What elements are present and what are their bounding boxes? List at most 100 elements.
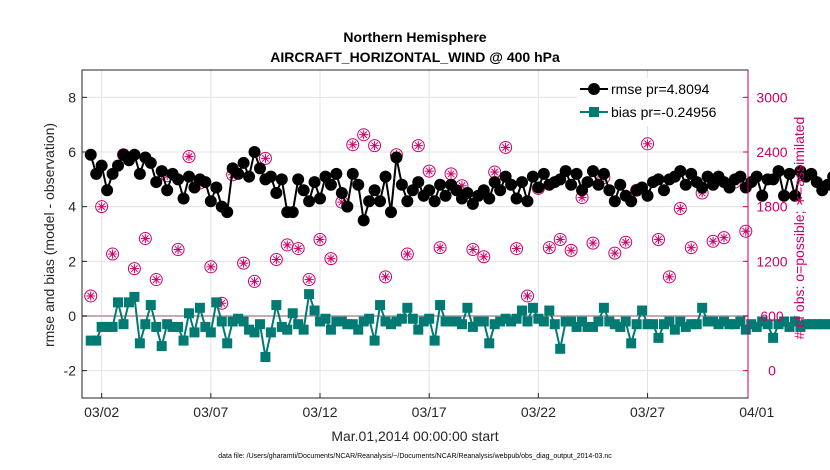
obs-marker [739,224,753,238]
obs-assimilated-marker [294,245,302,253]
bias-marker [593,316,604,327]
bias-marker [795,321,806,332]
obs-marker [520,289,534,303]
rmse-marker [532,181,545,194]
y-left-tick-label: 8 [68,89,76,105]
bias-marker [697,302,708,313]
bias-marker [691,319,702,330]
obs-assimilated-marker [261,154,269,162]
obs-possible-marker [619,235,633,249]
rmse-marker [565,178,578,191]
obs-marker [171,242,185,256]
bias-marker [637,305,648,316]
rmse-marker [128,148,141,161]
bias-marker [582,321,593,332]
rmse-marker [423,184,436,197]
obs-marker [258,151,272,165]
bias-marker [129,291,140,302]
bias-marker [620,316,631,327]
bias-marker [828,319,830,330]
obs-possible-marker [586,236,600,250]
bias-marker [418,316,429,327]
bias-marker [489,319,500,330]
obs-assimilated-marker [207,263,215,271]
y-right-axis-label: # of obs: o=possible; ∗=assimilated [791,117,807,340]
bias-marker [249,327,260,338]
bias-marker [145,300,156,311]
obs-assimilated-marker [611,249,619,257]
bias-marker [325,324,336,335]
obs-marker [717,231,731,245]
rmse-marker [330,167,343,180]
obs-assimilated-marker [185,153,193,161]
y-right-tick-label: 600 [760,308,784,324]
bias-marker [309,305,320,316]
y-right-tick-label: 1800 [756,199,787,215]
y-left-axis-label: rmse and bias (model - observation) [41,123,57,347]
rmse-marker [204,195,217,208]
bias-marker [467,321,478,332]
obs-marker [499,140,513,154]
obs-assimilated-marker [272,255,280,264]
rmse-marker [510,192,523,205]
rmse-marker [324,178,337,191]
obs-assimilated-marker [556,235,564,244]
rmse-marker [756,189,769,202]
rmse-marker [133,167,146,180]
obs-possible-marker [564,243,578,257]
obs-assimilated-marker [98,203,106,211]
bias-marker [271,300,282,311]
obs-possible-marker [433,241,447,255]
obs-assimilated-marker [720,234,728,242]
bias-marker [800,319,811,330]
bias-marker [751,321,762,332]
x-tick-label: 03/02 [84,404,119,420]
obs-possible-marker [717,231,731,245]
obs-assimilated-marker [414,142,422,150]
bias-marker [200,321,211,332]
rmse-marker [182,170,195,183]
rmse-marker [778,189,791,202]
bias-marker [669,324,680,335]
obs-marker [346,138,360,152]
bias-marker [631,319,642,330]
obs-possible-marker [313,232,327,246]
obs-possible-marker [171,242,185,256]
obs-possible-marker [346,138,360,152]
bias-marker [653,332,664,343]
bias-marker [511,313,522,324]
obs-marker [149,273,163,287]
obs-possible-marker [258,151,272,165]
obs-marker [706,234,720,248]
bias-marker [680,321,691,332]
bias-marker [544,305,555,316]
bias-marker [244,324,255,335]
bias-marker [456,319,467,330]
y-right-tick-label: 3000 [756,89,787,105]
bias-marker [216,316,227,327]
rmse-marker [379,170,392,183]
obs-assimilated-marker [469,245,477,254]
obs-marker [651,232,665,246]
obs-possible-marker [324,252,338,266]
obs-possible-marker [357,128,371,142]
rmse-marker [434,178,447,191]
obs-marker [248,274,262,288]
bias-marker [784,321,795,332]
bias-marker [265,327,276,338]
obs-possible-marker [641,137,655,151]
obs-marker [95,200,109,214]
rmse-marker [614,178,627,191]
obs-marker [608,246,622,260]
bias-marker [162,319,173,330]
bias-marker [549,319,560,330]
x-tick-label: 03/22 [521,404,556,420]
obs-assimilated-marker [644,140,652,148]
bias-marker [413,324,424,335]
bias-marker [282,324,293,335]
bias-marker [626,338,637,349]
obs-marker [400,247,414,261]
rmse-marker [657,184,670,197]
obs-marker [542,241,556,255]
